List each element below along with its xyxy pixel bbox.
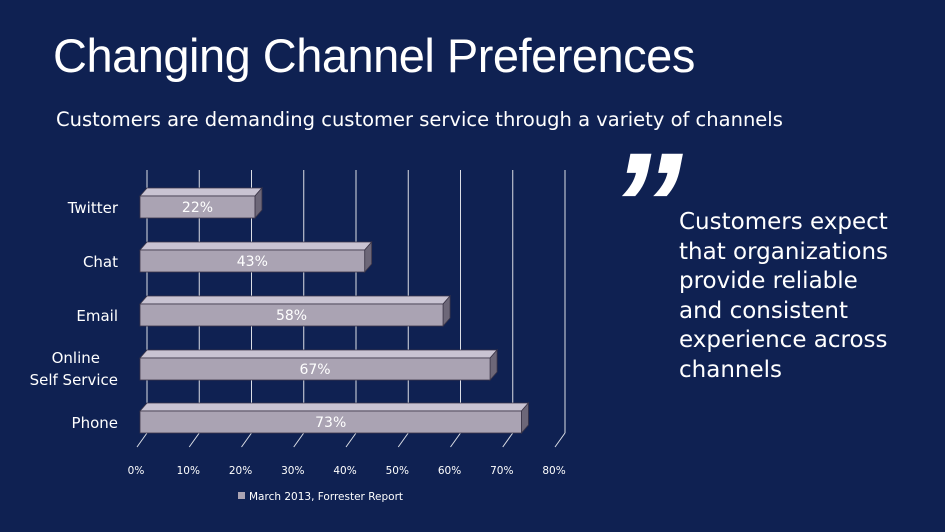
x-tick-label: 70% — [490, 465, 513, 477]
bar — [139, 303, 444, 327]
bar-top-face — [139, 349, 498, 359]
x-tick-label: 40% — [333, 465, 356, 477]
slide-subtitle: Customers are demanding customer service… — [56, 108, 783, 131]
bar-top-face — [139, 241, 373, 251]
bar-top-face — [139, 187, 263, 197]
category-label: Online Self Service — [30, 349, 118, 389]
category-label: Email — [76, 307, 118, 325]
category-label: Twitter — [67, 199, 119, 217]
bar — [139, 357, 491, 381]
bar-data-label: 67% — [299, 362, 330, 378]
x-tick-label: 50% — [386, 465, 409, 477]
bar-data-label: 43% — [237, 254, 268, 270]
legend-swatch — [238, 492, 245, 499]
quote-text: Customers expect that organizations prov… — [679, 209, 889, 383]
slide-title: Changing Channel Preferences — [53, 29, 695, 82]
quote-mark-icon: ” — [608, 121, 683, 289]
gridline-floor — [554, 432, 566, 448]
bar-top-face — [139, 402, 530, 412]
bar — [139, 249, 366, 273]
category-label: Chat — [83, 253, 118, 271]
bar — [139, 410, 522, 434]
gridline-floor — [136, 432, 148, 448]
x-tick-label: 20% — [229, 465, 252, 477]
gridline-floor — [502, 432, 514, 448]
gridline-floor — [450, 432, 461, 448]
x-tick-label: 60% — [438, 465, 461, 477]
bar-top-face — [139, 295, 451, 305]
x-tick-label: 10% — [177, 465, 200, 477]
legend-label: March 2013, Forrester Report — [249, 491, 403, 503]
x-tick-label: 80% — [542, 465, 565, 477]
bar-data-label: 73% — [315, 415, 346, 431]
category-label: Phone — [72, 414, 118, 432]
x-tick-label: 0% — [128, 465, 145, 477]
gridline-floor — [188, 432, 200, 448]
gridline-floor — [345, 432, 357, 448]
bar — [139, 195, 256, 219]
gridline-floor — [241, 432, 252, 448]
bar-data-label: 58% — [276, 308, 307, 324]
x-tick-label: 30% — [281, 465, 304, 477]
gridline-floor — [293, 432, 305, 448]
bar-data-label: 22% — [182, 200, 213, 216]
gridline-floor — [397, 432, 409, 448]
